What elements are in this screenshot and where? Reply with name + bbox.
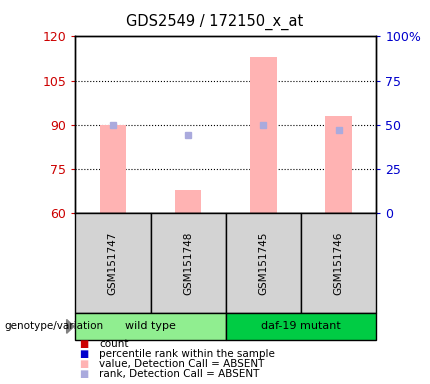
Text: percentile rank within the sample: percentile rank within the sample <box>99 349 275 359</box>
Text: GSM151745: GSM151745 <box>258 231 268 295</box>
Text: genotype/variation: genotype/variation <box>4 321 104 331</box>
Text: rank, Detection Call = ABSENT: rank, Detection Call = ABSENT <box>99 369 259 379</box>
Text: GSM151747: GSM151747 <box>108 231 118 295</box>
Text: ■: ■ <box>80 359 89 369</box>
Text: wild type: wild type <box>125 321 176 331</box>
Bar <box>326 116 352 213</box>
Polygon shape <box>67 319 74 333</box>
Text: GDS2549 / 172150_x_at: GDS2549 / 172150_x_at <box>126 13 304 30</box>
Bar <box>175 190 201 213</box>
Bar <box>250 57 276 213</box>
Text: GSM151748: GSM151748 <box>183 231 193 295</box>
Bar <box>75 213 150 313</box>
Bar <box>226 213 301 313</box>
Bar <box>301 213 376 313</box>
Bar <box>75 313 226 340</box>
Bar <box>226 313 376 340</box>
Bar <box>100 125 126 213</box>
Bar <box>150 213 226 313</box>
Text: GSM151746: GSM151746 <box>334 231 344 295</box>
Text: value, Detection Call = ABSENT: value, Detection Call = ABSENT <box>99 359 264 369</box>
Text: daf-19 mutant: daf-19 mutant <box>261 321 341 331</box>
Text: ■: ■ <box>80 369 89 379</box>
Text: ■: ■ <box>80 339 89 349</box>
Text: count: count <box>99 339 129 349</box>
Text: ■: ■ <box>80 349 89 359</box>
